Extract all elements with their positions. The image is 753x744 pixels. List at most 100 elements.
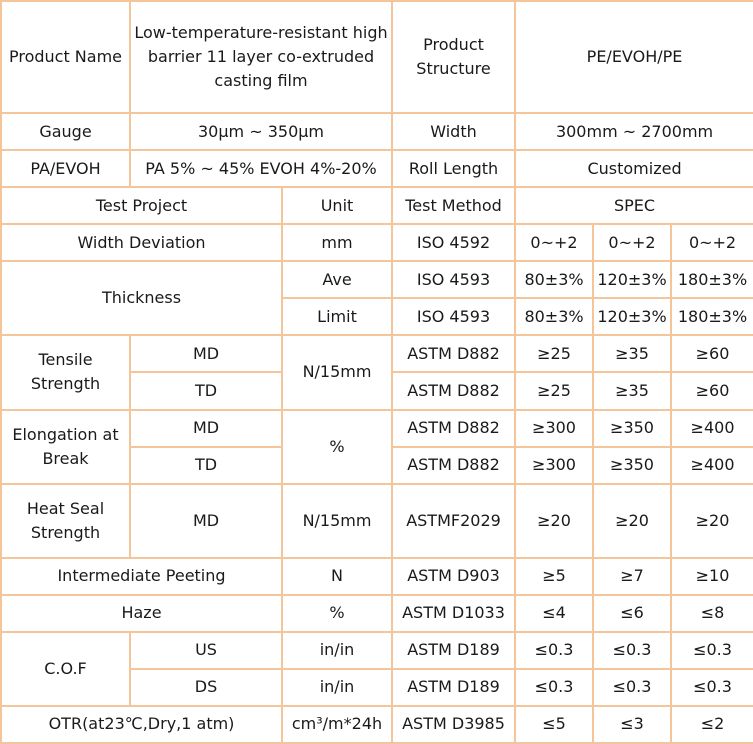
col-header-test-method: Test Method <box>391 186 517 226</box>
tensile-td-method: ASTM D882 <box>391 371 517 411</box>
elongation-md-method: ASTM D882 <box>391 408 517 448</box>
cof-us-spec-2: ≤0.3 <box>592 630 673 670</box>
elongation-td-dir: TD <box>129 445 283 485</box>
cof-ds-dir: DS <box>129 667 283 707</box>
width-deviation-method: ISO 4592 <box>391 223 517 263</box>
thickness-project: Thickness <box>0 260 283 337</box>
thickness-limit-sub: Limit <box>280 297 394 337</box>
width-deviation-spec-1: 0~+2 <box>514 223 595 263</box>
elongation-td-spec-2: ≥350 <box>592 445 673 485</box>
peeling-spec-2: ≥7 <box>592 556 673 596</box>
heat-seal-project: Heat Seal Strength <box>0 482 131 559</box>
thickness-limit-spec-3: 180±3% <box>670 297 753 337</box>
otr-method: ASTM D3985 <box>391 704 517 744</box>
peeling-method: ASTM D903 <box>391 556 517 596</box>
width-deviation-unit: mm <box>280 223 394 263</box>
elongation-md-dir: MD <box>129 408 283 448</box>
haze-unit: % <box>280 593 394 633</box>
otr-row: OTR(at23℃,Dry,1 atm) cm³/m*24h ASTM D398… <box>0 704 753 744</box>
tensile-td-dir: TD <box>129 371 283 411</box>
width-deviation-row: Width Deviation mm ISO 4592 0~+2 0~+2 0~… <box>0 223 753 263</box>
cof-ds-spec-3: ≤0.3 <box>670 667 753 707</box>
cof-ds-spec-1: ≤0.3 <box>514 667 595 707</box>
tensile-md-row: Tensile Strength MD N/15mm ASTM D882 ≥25… <box>0 334 753 411</box>
tensile-md-method: ASTM D882 <box>391 334 517 374</box>
tensile-td-spec-3: ≥60 <box>670 371 753 411</box>
elongation-td-spec-3: ≥400 <box>670 445 753 485</box>
heat-seal-spec-1: ≥20 <box>514 482 595 559</box>
thickness-ave-spec-2: 120±3% <box>592 260 673 300</box>
cof-ds-row: DS in/in ASTM D189 ≤0.3 ≤0.3 ≤0.3 <box>1 667 753 707</box>
cof-us-spec-1: ≤0.3 <box>514 630 595 670</box>
peeling-row: Intermediate Peeting N ASTM D903 ≥5 ≥7 ≥… <box>0 556 753 596</box>
heat-seal-row: Heat Seal Strength MD N/15mm ASTMF2029 ≥… <box>0 482 753 559</box>
tensile-md-spec-2: ≥35 <box>592 334 673 374</box>
product-name-row: Product Name Low-temperature-resistant h… <box>0 0 753 115</box>
product-name-label: Product Name <box>0 0 131 115</box>
otr-unit: cm³/m*24h <box>280 704 394 744</box>
elongation-td-row: TD ASTM D882 ≥300 ≥350 ≥400 <box>1 445 753 485</box>
width-value: 300mm ~ 2700mm <box>514 112 753 152</box>
gauge-row: Gauge 30μm ~ 350μm Width 300mm ~ 2700mm <box>0 112 753 152</box>
width-label: Width <box>391 112 517 152</box>
heat-seal-dir: MD <box>129 482 283 559</box>
pa-evoh-row: PA/EVOH PA 5% ~ 45% EVOH 4%-20% Roll Len… <box>0 149 753 189</box>
cof-us-spec-3: ≤0.3 <box>670 630 753 670</box>
cof-us-dir: US <box>129 630 283 670</box>
roll-length-label: Roll Length <box>391 149 517 189</box>
gauge-value: 30μm ~ 350μm <box>128 112 394 152</box>
heat-seal-spec-2: ≥20 <box>592 482 673 559</box>
elongation-md-spec-1: ≥300 <box>514 408 595 448</box>
cof-ds-spec-2: ≤0.3 <box>592 667 673 707</box>
pa-evoh-label: PA/EVOH <box>0 149 131 189</box>
thickness-limit-method: ISO 4593 <box>391 297 517 337</box>
tensile-md-dir: MD <box>129 334 283 374</box>
product-structure-value: PE/EVOH/PE <box>514 0 753 115</box>
tensile-td-spec-2: ≥35 <box>592 371 673 411</box>
cof-ds-method: ASTM D189 <box>391 667 517 707</box>
tensile-md-spec-3: ≥60 <box>670 334 753 374</box>
thickness-ave-spec-1: 80±3% <box>514 260 595 300</box>
thickness-ave-sub: Ave <box>280 260 394 300</box>
otr-spec-3: ≤2 <box>670 704 753 744</box>
otr-spec-2: ≤3 <box>592 704 673 744</box>
col-header-test-project: Test Project <box>0 186 283 226</box>
width-deviation-spec-3: 0~+2 <box>670 223 753 263</box>
width-deviation-project: Width Deviation <box>0 223 283 263</box>
elongation-td-spec-1: ≥300 <box>514 445 595 485</box>
elongation-md-row: Elongation at Break MD % ASTM D882 ≥300 … <box>0 408 753 485</box>
haze-project: Haze <box>0 593 283 633</box>
product-structure-label: Product Structure <box>391 0 517 115</box>
peeling-spec-1: ≥5 <box>514 556 595 596</box>
heat-seal-method: ASTMF2029 <box>391 482 517 559</box>
column-header-row: Test Project Unit Test Method SPEC <box>0 186 753 226</box>
tensile-td-spec-1: ≥25 <box>514 371 595 411</box>
col-header-unit: Unit <box>280 186 394 226</box>
cof-us-row: C.O.F US in/in ASTM D189 ≤0.3 ≤0.3 ≤0.3 <box>0 630 753 707</box>
roll-length-value: Customized <box>514 149 753 189</box>
thickness-ave-method: ISO 4593 <box>391 260 517 300</box>
cof-ds-unit: in/in <box>280 667 394 707</box>
haze-spec-3: ≤8 <box>670 593 753 633</box>
peeling-spec-3: ≥10 <box>670 556 753 596</box>
peeling-project: Intermediate Peeting <box>0 556 283 596</box>
pa-evoh-value: PA 5% ~ 45% EVOH 4%-20% <box>128 149 394 189</box>
elongation-project: Elongation at Break <box>0 408 131 485</box>
cof-us-unit: in/in <box>280 630 394 670</box>
gauge-label: Gauge <box>0 112 131 152</box>
tensile-td-row: TD ASTM D882 ≥25 ≥35 ≥60 <box>1 371 753 411</box>
otr-project: OTR(at23℃,Dry,1 atm) <box>0 704 283 744</box>
haze-row: Haze % ASTM D1033 ≤4 ≤6 ≤8 <box>0 593 753 633</box>
elongation-md-spec-2: ≥350 <box>592 408 673 448</box>
tensile-md-spec-1: ≥25 <box>514 334 595 374</box>
haze-method: ASTM D1033 <box>391 593 517 633</box>
elongation-td-method: ASTM D882 <box>391 445 517 485</box>
col-header-spec: SPEC <box>514 186 753 226</box>
elongation-unit: % <box>280 408 394 485</box>
elongation-md-spec-3: ≥400 <box>670 408 753 448</box>
haze-spec-1: ≤4 <box>514 593 595 633</box>
thickness-ave-spec-3: 180±3% <box>670 260 753 300</box>
otr-spec-1: ≤5 <box>514 704 595 744</box>
thickness-limit-spec-1: 80±3% <box>514 297 595 337</box>
